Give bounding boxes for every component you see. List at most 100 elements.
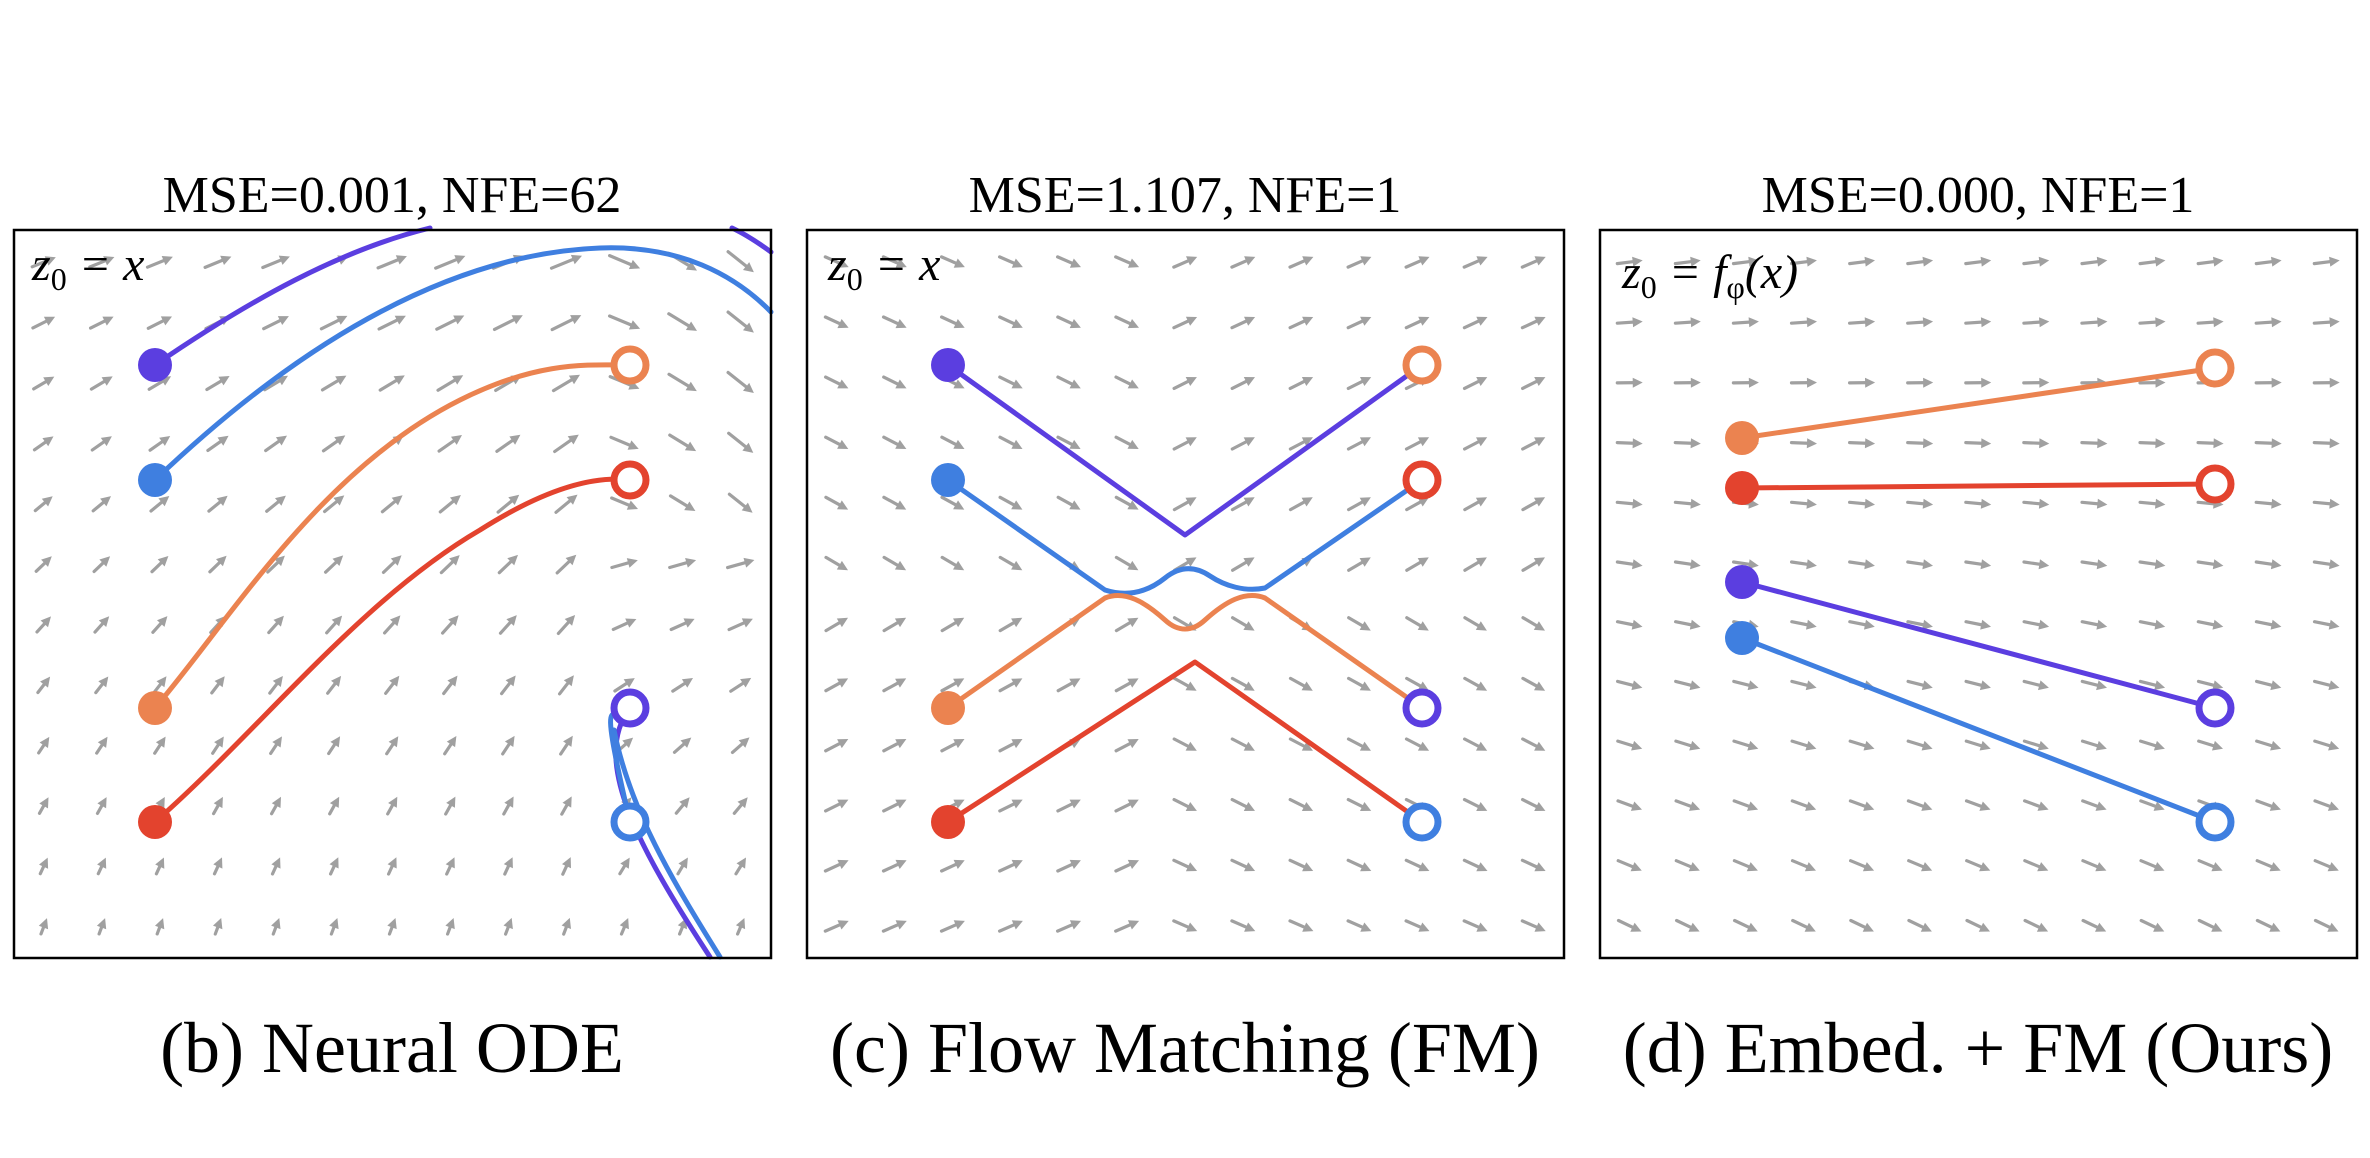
vector-arrowhead	[1185, 316, 1198, 326]
vector-arrowhead	[1011, 560, 1023, 571]
vector-arrow	[726, 370, 751, 391]
vector-arrowhead	[2153, 801, 2165, 811]
vector-arrowhead	[447, 675, 458, 687]
vector-arrowhead	[445, 918, 455, 930]
vector-arrowhead	[1417, 557, 1429, 567]
vector-arrowhead	[446, 736, 457, 748]
vector-arrowhead	[1417, 741, 1430, 751]
vector-arrowhead	[1475, 497, 1488, 507]
vector-arrowhead	[2212, 680, 2224, 691]
panel-b-frame	[12, 228, 773, 960]
vector-arrowhead	[1922, 498, 1934, 509]
vector-arrowhead	[155, 736, 166, 748]
vector-arrowhead	[743, 262, 754, 273]
vector-arrow	[668, 433, 693, 450]
vector-arrowhead	[1069, 500, 1081, 510]
vector-arrowhead	[44, 256, 56, 266]
vector-arrowhead	[1069, 678, 1081, 688]
vector-arrowhead	[157, 616, 168, 627]
vector-arrowhead	[390, 615, 401, 627]
panel-c-trajectories	[931, 345, 1442, 842]
vector-arrowhead	[1534, 316, 1546, 326]
vector-arrowhead	[2327, 801, 2339, 811]
vector-arrowhead	[1127, 799, 1139, 809]
vector-arrowhead	[1864, 256, 1875, 267]
vector-arrowhead	[622, 737, 634, 748]
vector-arrowhead	[220, 255, 232, 265]
vector-arrowhead	[1301, 437, 1313, 447]
vector-arrowhead	[953, 439, 965, 449]
trajectory-purple	[1739, 579, 2218, 711]
vector-arrowhead	[448, 615, 459, 627]
vector-arrowhead	[272, 736, 282, 748]
panel-d-trajectories	[1725, 348, 2235, 842]
vector-arrowhead	[1011, 319, 1023, 329]
vector-arrowhead	[394, 315, 406, 325]
vector-arrowhead	[1417, 497, 1429, 507]
trajectory-purple	[945, 362, 1425, 538]
vector-arrowhead	[953, 258, 965, 268]
vector-arrowhead	[1243, 741, 1255, 751]
vector-arrowhead	[2213, 438, 2224, 449]
vector-arrowhead	[563, 675, 574, 687]
vector-arrowhead	[2328, 680, 2340, 691]
vector-arrowhead	[2155, 498, 2166, 509]
vector-arrowhead	[837, 799, 849, 809]
vector-arrowhead	[894, 617, 907, 628]
vector-arrowhead	[1475, 681, 1488, 691]
vector-arrowhead	[332, 555, 344, 566]
vector-arrowhead	[2153, 922, 2165, 932]
vector-arrowhead	[97, 797, 107, 809]
vector-arrowhead	[1186, 922, 1198, 932]
vector-arrowhead	[627, 440, 639, 450]
vector-arrowhead	[2329, 256, 2340, 267]
vector-arrowhead	[2271, 317, 2282, 328]
panel-b-caption: (b) Neural ODE	[160, 1008, 624, 1088]
vector-arrowhead	[1921, 740, 1933, 751]
vector-arrowhead	[1185, 862, 1198, 872]
vector-arrowhead	[1069, 799, 1081, 809]
vector-arrowhead	[1631, 680, 1643, 691]
vector-arrowhead	[1533, 557, 1545, 567]
vector-arrow	[667, 312, 694, 330]
vector-arrowhead	[1747, 680, 1759, 691]
vector-arrowhead	[1533, 621, 1545, 631]
vector-arrowhead	[626, 500, 638, 510]
vector-arrowhead	[1979, 680, 1991, 691]
vector-arrowhead	[679, 797, 690, 809]
vector-arrowhead	[1980, 498, 1992, 509]
vector-arrowhead	[1011, 678, 1023, 688]
vector-arrowhead	[1922, 317, 1934, 328]
vector-arrowhead	[2271, 256, 2282, 267]
vector-arrowhead	[561, 917, 571, 929]
vector-arrowhead	[1011, 258, 1023, 268]
vector-arrowhead	[837, 379, 849, 389]
vector-arrowhead	[216, 555, 227, 567]
vector-arrowhead	[1864, 619, 1875, 630]
panel-d-frame	[1598, 228, 2359, 960]
end-point-orange	[2195, 348, 2235, 388]
vector-arrowhead	[1978, 922, 1990, 932]
vector-arrowhead	[678, 857, 688, 869]
vector-arrowhead	[1922, 256, 1934, 267]
vector-arrowhead	[505, 675, 516, 687]
vector-arrowhead	[1863, 740, 1875, 751]
vector-arrowhead	[2328, 740, 2340, 751]
vector-arrowhead	[953, 319, 965, 329]
vector-arrowhead	[1805, 801, 1817, 811]
vector-arrowhead	[1127, 739, 1139, 749]
vector-arrowhead	[895, 739, 907, 749]
vector-arrowhead	[568, 374, 580, 385]
vector-arrowhead	[1127, 678, 1139, 688]
vector-arrowhead	[895, 500, 907, 510]
vector-arrowhead	[218, 376, 230, 386]
vector-arrowhead	[1806, 498, 1817, 509]
vector-arrowhead	[389, 675, 400, 687]
vector-arrowhead	[1185, 497, 1197, 507]
vector-arrowhead	[1630, 922, 1642, 932]
vector-arrowhead	[1690, 317, 1701, 328]
vector-arrowhead	[1747, 801, 1759, 811]
vector-arrowhead	[329, 796, 340, 808]
vector-arrowhead	[1418, 316, 1430, 326]
